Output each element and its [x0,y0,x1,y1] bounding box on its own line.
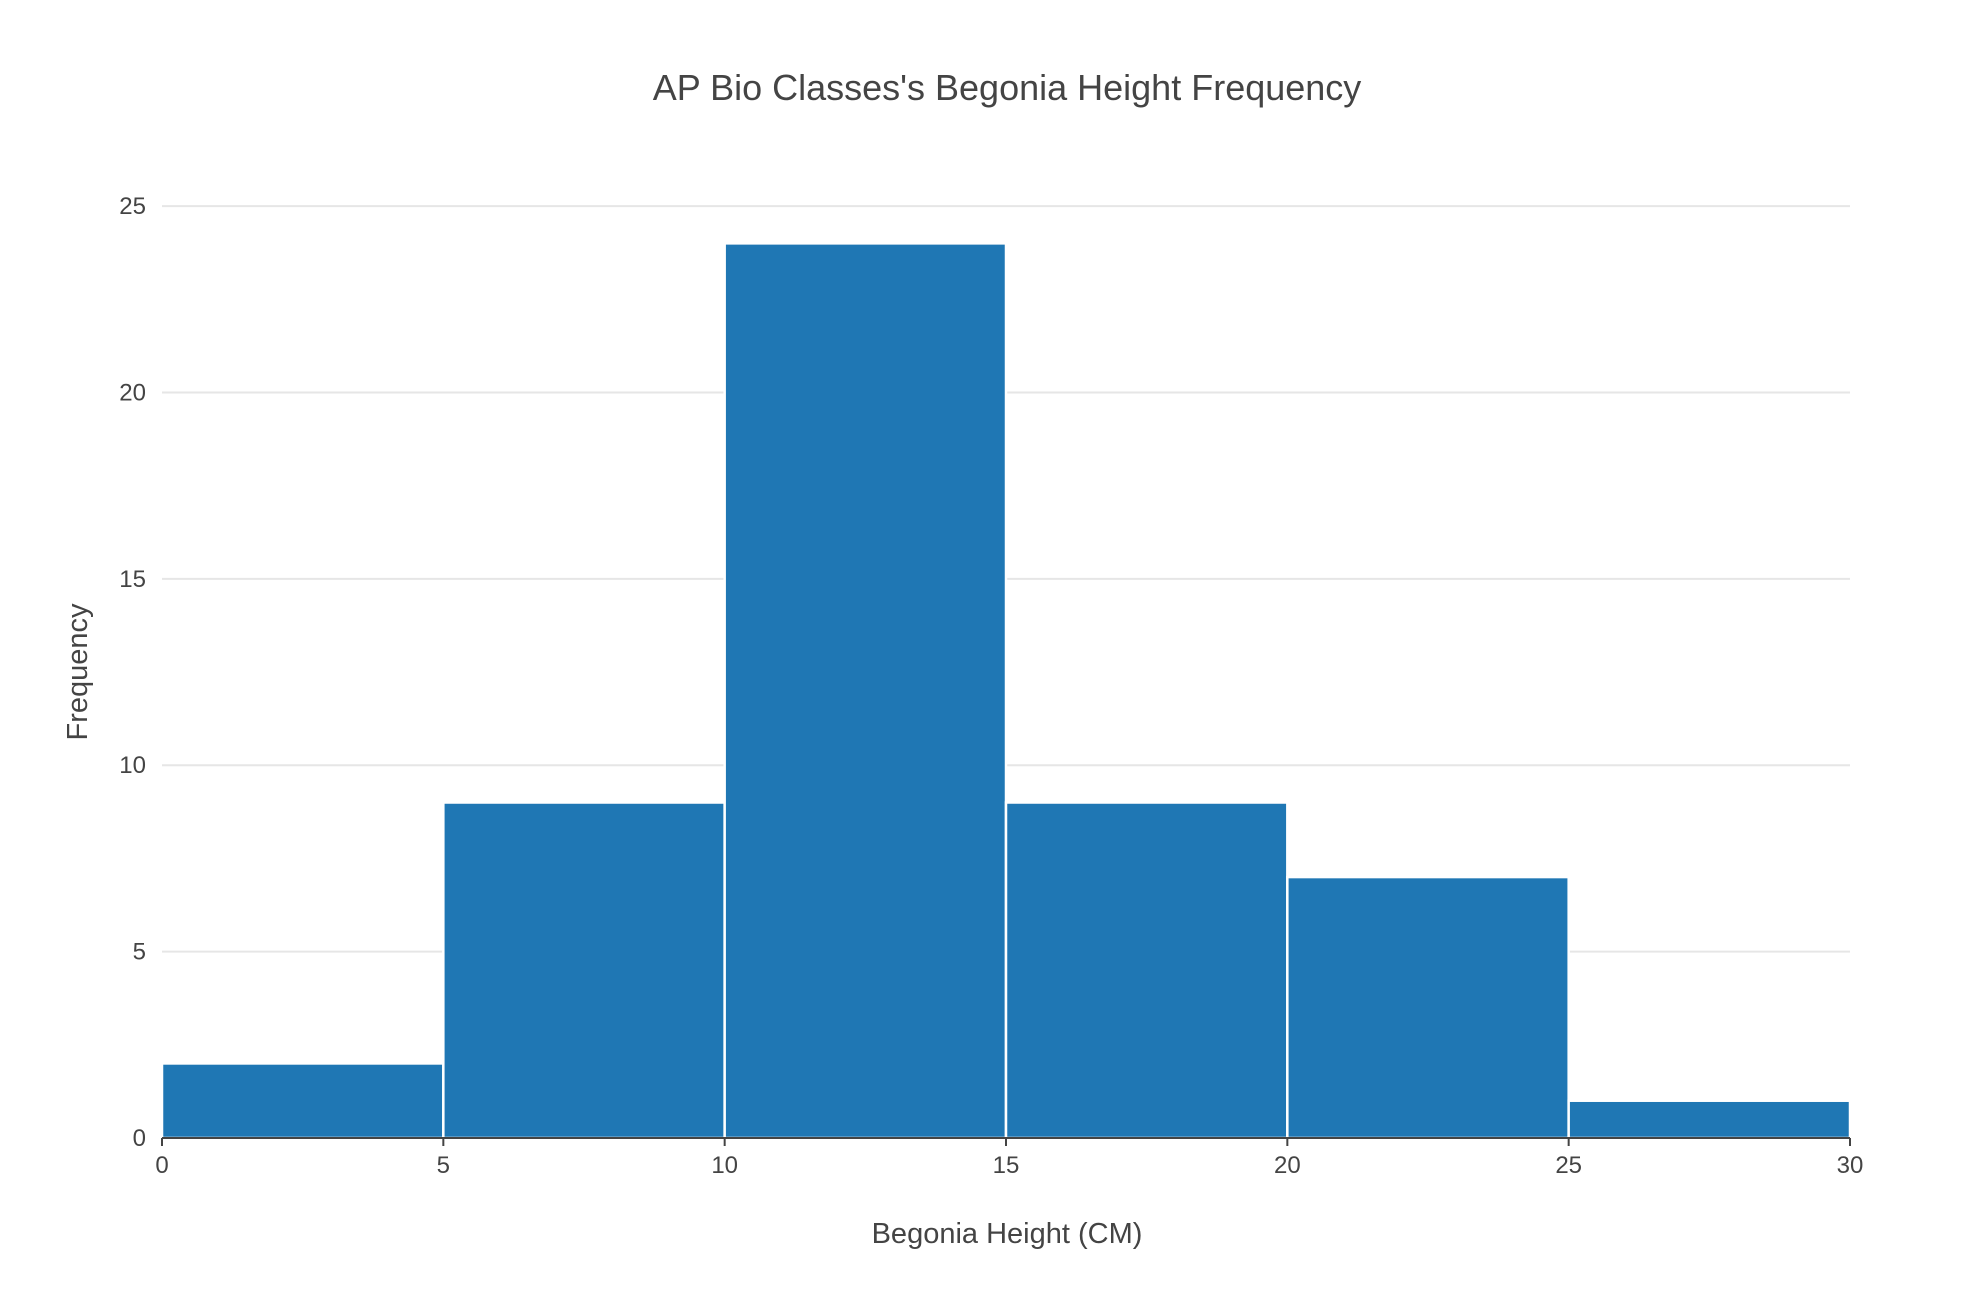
y-axis-title: Frequency [62,603,94,741]
x-tick-label-5: 5 [437,1152,450,1179]
bars [160,242,1852,1140]
x-tick-label-15: 15 [993,1152,1020,1179]
histogram-bar-15-20[interactable] [1004,801,1289,1140]
histogram-bar-20-25[interactable] [1286,875,1570,1140]
y-tick-label-10: 10 [119,752,146,779]
x-tick-label-20: 20 [1274,1152,1301,1179]
histogram-bar-25-30[interactable] [1567,1099,1852,1140]
y-tick-label-0: 0 [133,1125,146,1152]
x-tick-label-10: 10 [711,1152,738,1179]
x-tick-label-25: 25 [1555,1152,1582,1179]
y-tick-label-20: 20 [119,379,146,406]
histogram-bar-5-10[interactable] [442,801,726,1140]
histogram-bar-10-15[interactable] [723,242,1008,1140]
axes: 0 5 10 15 20 25 0 5 10 15 20 25 30 [119,193,1863,1179]
y-tick-label-15: 15 [119,566,146,593]
y-tick-label-25: 25 [119,193,146,220]
x-axis-title: Begonia Height (CM) [872,1218,1143,1250]
y-tick-label-5: 5 [133,939,146,966]
histogram-bar-0-5[interactable] [160,1062,445,1140]
x-tick-label-30: 30 [1837,1152,1864,1179]
x-tick-label-0: 0 [155,1152,168,1179]
chart-title: AP Bio Classes's Begonia Height Frequenc… [653,67,1362,108]
